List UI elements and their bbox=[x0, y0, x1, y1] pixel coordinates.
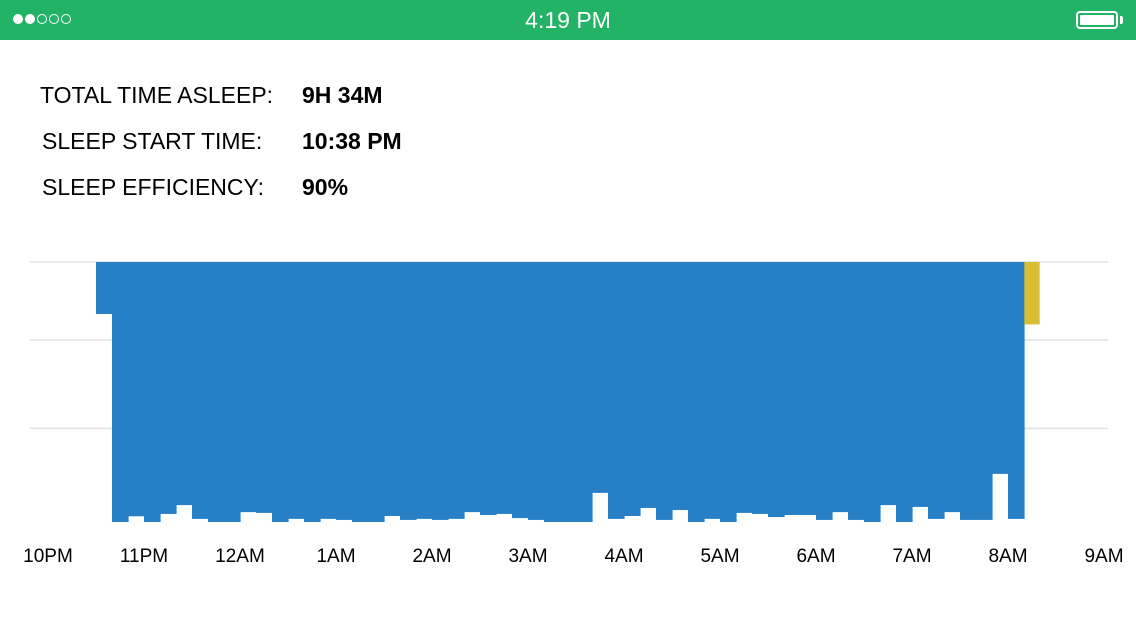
sleep-bar bbox=[976, 262, 993, 520]
x-tick-label: 3AM bbox=[508, 546, 547, 567]
x-tick-label: 7AM bbox=[892, 546, 931, 567]
sleep-bar bbox=[864, 262, 881, 522]
sleep-start-time-value: 10:38 PM bbox=[302, 128, 402, 154]
sleep-bar bbox=[416, 262, 433, 519]
sleep-bar bbox=[96, 262, 113, 314]
sleep-bar bbox=[400, 262, 417, 520]
sleep-bar bbox=[592, 262, 609, 493]
sleep-efficiency-label: SLEEP EFFICIENCY: bbox=[42, 174, 264, 200]
sleep-bar bbox=[336, 262, 353, 520]
sleep-bar bbox=[992, 262, 1009, 474]
sleep-bar bbox=[160, 262, 177, 514]
sleep-bar bbox=[496, 262, 513, 514]
sleep-bar bbox=[272, 262, 289, 522]
sleep-bar bbox=[544, 262, 561, 522]
sleep-bar bbox=[704, 262, 721, 519]
sleep-bar bbox=[352, 262, 369, 522]
sleep-bar bbox=[192, 262, 209, 519]
total-time-asleep-label: TOTAL TIME ASLEEP: bbox=[40, 82, 274, 108]
signal-dot bbox=[13, 14, 23, 24]
signal-dot bbox=[25, 14, 35, 24]
sleep-bar bbox=[448, 262, 465, 519]
signal-dot bbox=[37, 14, 47, 24]
total-time-asleep-value: 9H 34M bbox=[302, 82, 383, 108]
sleep-start-time-label: SLEEP START TIME: bbox=[42, 128, 263, 154]
sleep-bar bbox=[368, 262, 385, 522]
battery-icon bbox=[1076, 11, 1118, 29]
x-tick-label: 9AM bbox=[1084, 546, 1123, 567]
x-tick-label: 1AM bbox=[316, 546, 355, 567]
x-tick-label: 2AM bbox=[412, 546, 451, 567]
sleep-bar bbox=[784, 262, 801, 515]
x-tick-label: 12AM bbox=[215, 546, 265, 567]
sleep-bar bbox=[624, 262, 641, 517]
sleep-bar bbox=[112, 262, 129, 522]
sleep-bar bbox=[640, 262, 657, 508]
sleep-bar bbox=[768, 262, 785, 518]
chart-bars bbox=[96, 262, 1040, 522]
signal-dot bbox=[49, 14, 59, 24]
sleep-chart: 10PM 11PM 12AM 1AM 2AM 3AM 4AM 5AM 6AM 7AM 8AM 9AM bbox=[23, 261, 1124, 567]
sleep-bar bbox=[848, 262, 865, 520]
awake-bar bbox=[1024, 262, 1040, 325]
sleep-bar bbox=[224, 262, 241, 522]
sleep-efficiency-value: 90% bbox=[302, 174, 349, 200]
sleep-bar bbox=[208, 262, 225, 522]
sleep-bar bbox=[832, 262, 849, 513]
battery-tip bbox=[1120, 16, 1123, 24]
sleep-bar bbox=[960, 262, 977, 520]
sleep-bar bbox=[800, 262, 817, 515]
sleep-bar bbox=[384, 262, 401, 517]
x-tick-label: 4AM bbox=[604, 546, 643, 567]
battery-level bbox=[1080, 15, 1114, 25]
chart-x-axis: 10PM 11PM 12AM 1AM 2AM 3AM 4AM 5AM 6AM 7AM 8AM 9AM bbox=[23, 546, 1123, 567]
x-tick-label: 10PM bbox=[23, 546, 73, 567]
sleep-bar bbox=[1008, 262, 1025, 519]
sleep-bar bbox=[432, 262, 449, 520]
status-bar: 4:19 PM bbox=[0, 0, 1136, 40]
sleep-bar bbox=[816, 262, 833, 520]
sleep-bar bbox=[688, 262, 705, 522]
sleep-bar bbox=[576, 262, 593, 522]
sleep-bar bbox=[944, 262, 961, 513]
sleep-bar bbox=[880, 262, 897, 506]
sleep-bar bbox=[896, 262, 913, 522]
sleep-bar bbox=[320, 262, 337, 519]
sleep-bar bbox=[656, 262, 673, 520]
sleep-bar bbox=[736, 262, 753, 513]
sleep-bar bbox=[528, 262, 545, 520]
sleep-bar bbox=[256, 262, 273, 513]
status-time: 4:19 PM bbox=[525, 7, 611, 33]
x-tick-label: 6AM bbox=[796, 546, 835, 567]
x-tick-label: 5AM bbox=[700, 546, 739, 567]
signal-dot bbox=[61, 14, 71, 24]
sleep-bar bbox=[128, 262, 145, 517]
sleep-bar bbox=[464, 262, 481, 513]
sleep-bar bbox=[288, 262, 305, 519]
sleep-bar bbox=[240, 262, 257, 513]
signal-strength-icon bbox=[13, 14, 71, 24]
sleep-bar bbox=[176, 262, 193, 506]
sleep-bar bbox=[752, 262, 769, 514]
x-tick-label: 11PM bbox=[120, 546, 168, 567]
sleep-bar bbox=[512, 262, 529, 519]
sleep-bar bbox=[560, 262, 577, 522]
sleep-bar bbox=[720, 262, 737, 522]
x-tick-label: 8AM bbox=[988, 546, 1027, 567]
sleep-bar bbox=[304, 262, 321, 522]
sleep-bar bbox=[144, 262, 161, 522]
sleep-bar bbox=[912, 262, 929, 507]
sleep-bar bbox=[608, 262, 625, 519]
sleep-bar bbox=[480, 262, 497, 515]
sleep-bar bbox=[928, 262, 945, 519]
sleep-bar bbox=[672, 262, 689, 511]
